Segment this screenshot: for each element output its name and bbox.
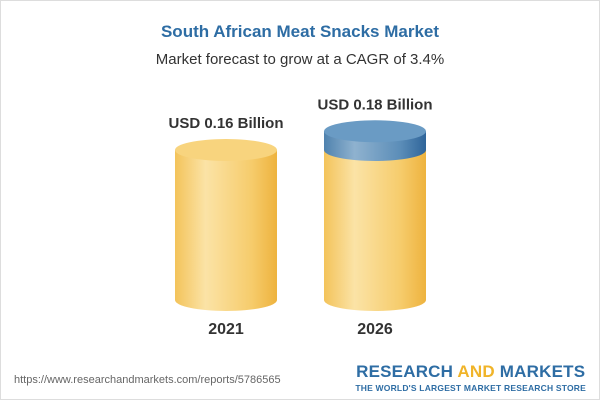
chart-title: South African Meat Snacks Market [160, 22, 440, 41]
logo-text-and: AND [457, 362, 495, 381]
cylinder-body-2021 [175, 150, 277, 311]
logo-text: RESEARCH [356, 362, 458, 381]
category-label-2021: 2021 [208, 321, 244, 338]
source-url[interactable]: https://www.researchandmarkets.com/repor… [14, 374, 281, 386]
cylinder-top-2026 [324, 120, 426, 143]
data-label-2026: USD 0.18 Billion [317, 96, 432, 113]
logo-tagline: THE WORLD'S LARGEST MARKET RESEARCH STOR… [355, 383, 586, 393]
cylinder-body-2026 [324, 150, 426, 311]
data-label-2021: USD 0.16 Billion [168, 115, 283, 132]
chart-subtitle: Market forecast to grow at a CAGR of 3.4… [155, 51, 445, 68]
cylinder-top-2021 [175, 139, 277, 161]
category-label-2026: 2026 [357, 321, 393, 338]
research-and-markets-logo: RESEARCH AND MARKETS THE WORLD'S LARGEST… [355, 362, 586, 393]
logo-text-markets: MARKETS [494, 362, 586, 381]
